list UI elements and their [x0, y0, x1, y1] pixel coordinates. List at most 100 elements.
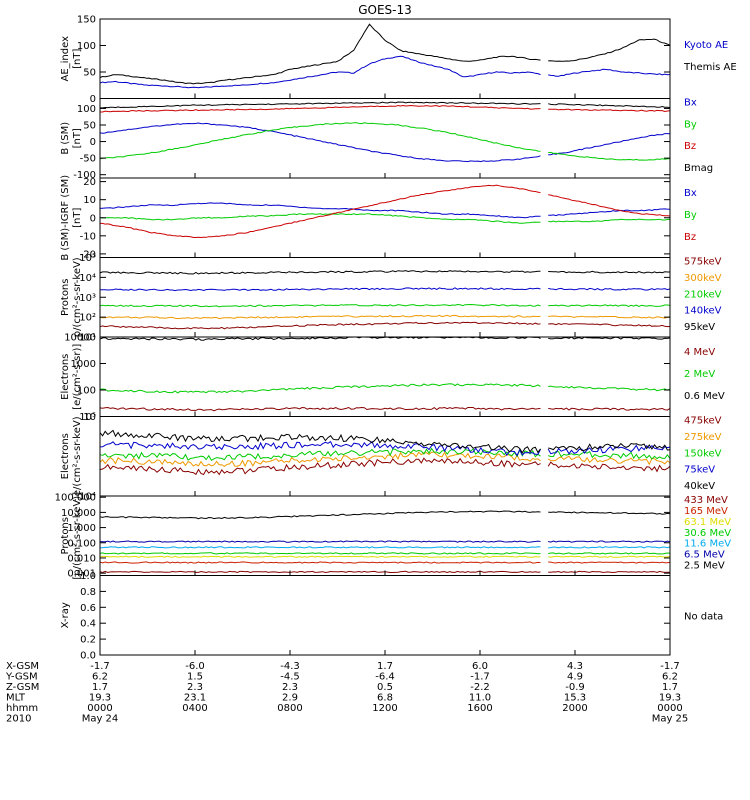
footer-value: -4.3	[280, 661, 300, 672]
panel-6: 0.001 0.010 0.100 1.000 10.000 100.000 Protons…	[55, 492, 732, 580]
footer-value: 6.8	[377, 693, 393, 704]
y-tick-label: 0.8	[80, 587, 96, 598]
footer-value: 2.3	[187, 682, 203, 693]
y-tick-label: 100	[77, 41, 96, 52]
footer-row-label: Z-GSM	[6, 682, 39, 693]
series-line-2-2	[100, 184, 671, 239]
footer-value: 4.3	[567, 661, 583, 672]
panel-2: -20 -10 0 10 20 B (SM)-IGRF (SM) [nT] Bx By Bz	[60, 175, 697, 261]
series-line-5-3	[99, 440, 671, 457]
footer-value: 1.7	[92, 682, 108, 693]
series-line-5-4	[99, 429, 671, 454]
footer-value: 1.7	[377, 661, 393, 672]
footer-value: 2.3	[282, 682, 298, 693]
series-line-6-4	[99, 546, 671, 549]
y-axis-label: Protons	[60, 279, 71, 316]
legend-entry: 75keV	[684, 465, 715, 476]
footer-value: May 25	[652, 714, 689, 725]
footer-value: 6.2	[92, 672, 108, 683]
series-line-1-1	[99, 122, 671, 161]
y-tick-label: 10⁴	[79, 273, 96, 284]
legend-entry: Bz	[684, 232, 696, 243]
no-data-label: No data	[684, 611, 723, 622]
panel-7: 0.0 0.2 0.4 0.6 0.8 1.0 X-ray No data	[60, 571, 723, 662]
y-tick-label: 20	[83, 177, 96, 188]
y-tick-label: 10⁵	[79, 412, 96, 423]
legend-entry: 6.5 MeV	[684, 550, 725, 561]
footer-value: 23.1	[184, 693, 206, 704]
y-axis-unit: [e/(cm²-s-sr)]	[72, 344, 83, 410]
legend-entry: 0.6 MeV	[684, 391, 725, 402]
legend-entry: 140keV	[684, 306, 722, 317]
legend-entry: Bx	[684, 188, 697, 199]
series-line-0-0	[99, 55, 671, 89]
footer-value: 0000	[657, 703, 682, 714]
series-line-3-0	[99, 321, 671, 330]
legend-entry: 2.5 MeV	[684, 561, 725, 572]
y-tick-label: 10¹	[79, 333, 96, 344]
series-line-2-0	[99, 202, 671, 219]
y-tick-label: 0	[90, 213, 96, 224]
y-tick-label: 0.001	[67, 569, 96, 580]
y-tick-label: 0.100	[67, 538, 96, 549]
y-axis-unit: [nT]	[72, 49, 83, 69]
y-tick-label: -10	[80, 231, 96, 242]
footer-row-label: hhmm	[6, 703, 38, 714]
panel-frame	[99, 98, 671, 179]
footer-value: -1.7	[470, 672, 490, 683]
series-line-1-0	[99, 122, 671, 163]
y-tick-label: 0	[90, 94, 96, 105]
legend-entry: 475keV	[684, 416, 722, 427]
series-line-6-0	[99, 570, 670, 574]
legend-entry: 2 MeV	[684, 369, 715, 380]
y-axis-label: B (SM)	[60, 122, 71, 155]
legend-entry: 63.1 MeV	[684, 517, 731, 528]
footer-value: 6.0	[472, 661, 488, 672]
footer-value: 15.3	[564, 693, 586, 704]
legend-entry: Themis AE	[683, 62, 737, 73]
y-axis-unit: [nT]	[72, 208, 83, 228]
legend-entry: Kyoto AE	[684, 40, 728, 51]
footer-row-label: X-GSM	[6, 661, 39, 672]
y-tick-label: 150	[77, 15, 96, 26]
footer-value: 1200	[372, 703, 397, 714]
y-tick-label: 100	[77, 386, 96, 397]
y-tick-label: 100.000	[55, 493, 96, 504]
legend-entry: 300keV	[684, 273, 722, 284]
series-line-3-1	[99, 314, 671, 320]
y-tick-label: 0.4	[80, 619, 96, 630]
footer-value: 2.9	[282, 693, 298, 704]
panel-frame	[99, 336, 671, 417]
figure-title: GOES-13	[358, 3, 412, 17]
footer-row-label: 2010	[6, 714, 31, 725]
footer-value: 1600	[467, 703, 492, 714]
series-line-5-1	[99, 451, 671, 468]
series-line-4-0	[99, 406, 671, 412]
footer-value: 0.5	[377, 682, 393, 693]
y-tick-label: 10	[83, 412, 96, 423]
footer-row-label: MLT	[6, 693, 26, 704]
y-axis-unit: [p/(cm²-s-sr-keV)]	[72, 492, 83, 580]
series-line-3-2	[99, 303, 671, 308]
panel-5: 10⁴ 10⁵ Electrons e/(cm²-s-sr-keV) 475keV 275…	[60, 412, 722, 503]
y-tick-label: -20	[80, 249, 96, 260]
series-line-6-3	[99, 552, 671, 555]
footer-value: 19.3	[89, 693, 111, 704]
footer-value: 6.2	[662, 672, 678, 683]
series-line-5-2	[99, 447, 671, 461]
footer-value: -6.0	[185, 661, 205, 672]
series-line-3-3	[99, 287, 671, 292]
y-axis-label: Electrons	[60, 433, 71, 479]
y-tick-label: -100	[73, 170, 96, 181]
y-tick-label: 0.0	[80, 651, 96, 662]
footer-value: 11.0	[469, 693, 491, 704]
panel-1: -100 -50 0 50 100 B (SM) [nT] Bx By Bz Bmag	[60, 98, 713, 182]
y-axis-label: AE_index	[60, 36, 71, 82]
y-axis-unit: [nT]	[72, 128, 83, 148]
panel-3: 10¹ 10² 10³ 10⁴ 10⁵ Protons p/(cm²-s-sr-keV) 57…	[60, 253, 722, 344]
legend-entry: By	[684, 210, 697, 221]
series-line-6-1	[99, 561, 671, 564]
legend-entry: 40keV	[684, 481, 715, 492]
